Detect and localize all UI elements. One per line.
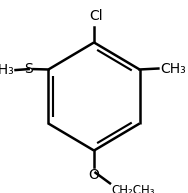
Text: CH₃: CH₃ — [0, 63, 14, 77]
Text: Cl: Cl — [89, 9, 103, 23]
Text: CH₂CH₃: CH₂CH₃ — [111, 184, 154, 193]
Text: CH₃: CH₃ — [160, 62, 186, 75]
Text: S: S — [24, 62, 33, 76]
Text: O: O — [89, 168, 99, 182]
